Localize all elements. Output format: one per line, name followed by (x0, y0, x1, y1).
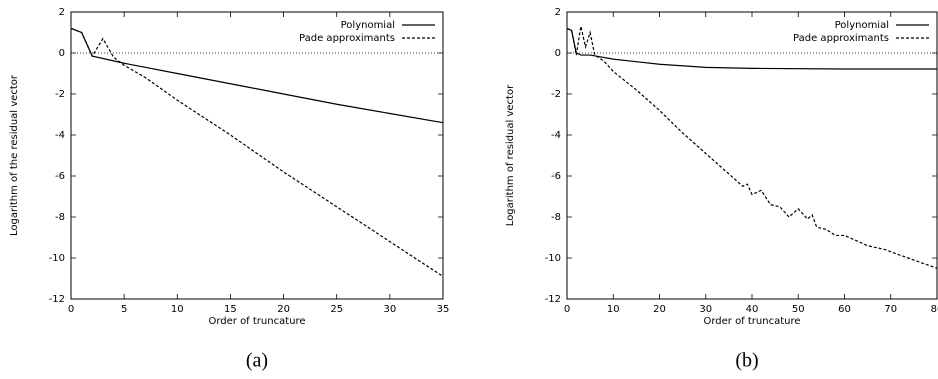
y-tick-label: 0 (555, 48, 561, 59)
legend-label: Pade approximants (793, 33, 889, 44)
x-tick-label: 0 (564, 304, 570, 315)
x-tick-label: 80 (931, 304, 938, 315)
y-tick-label: -10 (49, 253, 65, 264)
series-line (566, 26, 938, 269)
x-tick-label: 5 (121, 304, 127, 315)
x-tick-label: 50 (792, 304, 805, 315)
x-axis-label: Order of truncature (208, 316, 305, 327)
y-tick-label: 0 (59, 48, 65, 59)
y-tick-label: -8 (551, 212, 561, 223)
series-line (70, 27, 444, 124)
x-tick-label: 20 (653, 304, 666, 315)
x-tick-label: 10 (171, 304, 184, 315)
x-tick-label: 70 (884, 304, 897, 315)
caption: (a) (246, 350, 268, 372)
legend-label: Polynomial (835, 20, 889, 31)
x-tick-label: 10 (607, 304, 620, 315)
x-tick-label: 20 (277, 304, 290, 315)
x-tick-label: 0 (68, 304, 74, 315)
y-tick-label: -2 (551, 89, 561, 100)
y-tick-label: -4 (55, 130, 65, 141)
y-axis-label: Logarithm of the residual vector (9, 74, 20, 236)
y-tick-label: -6 (551, 171, 561, 182)
y-tick-label: -6 (55, 171, 65, 182)
x-tick-label: 30 (383, 304, 396, 315)
y-tick-label: -10 (545, 253, 561, 264)
x-tick-label: 60 (838, 304, 851, 315)
caption: (b) (735, 350, 758, 372)
y-tick-label: -12 (545, 294, 561, 305)
x-tick-label: 40 (746, 304, 759, 315)
plot-frame (566, 11, 938, 300)
y-tick-label: -2 (55, 89, 65, 100)
y-tick-label: -4 (551, 130, 561, 141)
x-tick-label: 30 (699, 304, 712, 315)
series-line (70, 27, 444, 277)
y-axis-label: Logarithm of residual vector (505, 84, 516, 226)
x-tick-label: 25 (330, 304, 343, 315)
x-axis-label: Order of truncature (703, 316, 800, 327)
y-tick-label: -8 (55, 212, 65, 223)
legend-label: Pade approximants (299, 33, 395, 44)
x-tick-label: 35 (437, 304, 450, 315)
legend-label: Polynomial (341, 20, 395, 31)
y-tick-label: 2 (59, 7, 65, 18)
plot-frame (70, 11, 444, 300)
y-tick-label: 2 (555, 7, 561, 18)
x-tick-label: 15 (224, 304, 237, 315)
y-tick-label: -12 (49, 294, 65, 305)
